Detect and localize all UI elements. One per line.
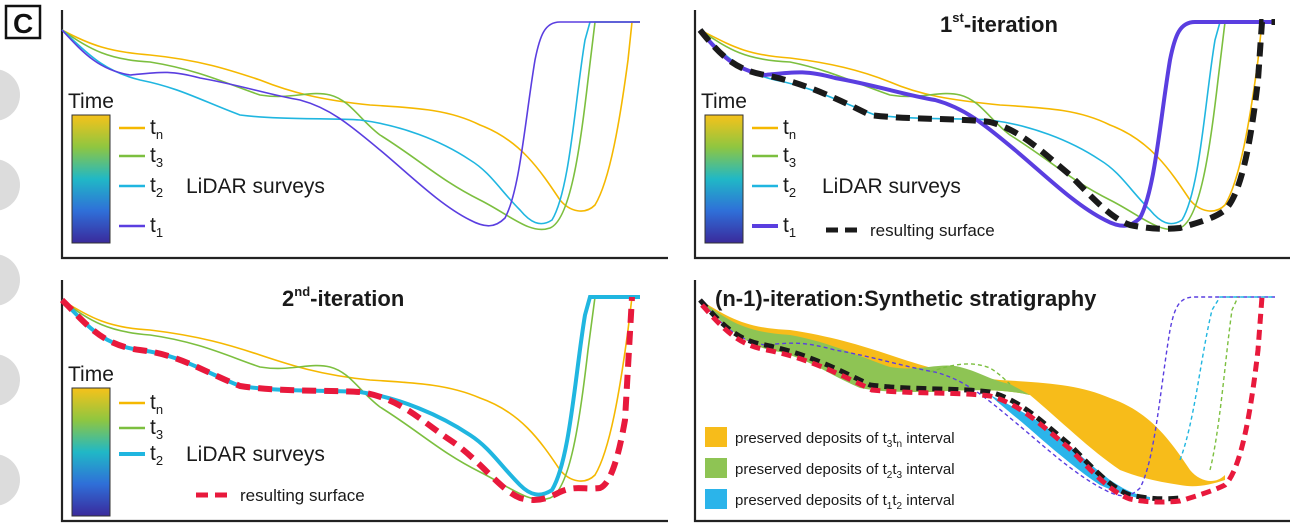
p4-legend-t3-interval: preserved deposits of t2t3 interval <box>735 461 955 481</box>
p4-resulting-surface-black <box>698 298 1181 502</box>
p1-legend-t2: t2 <box>150 174 163 200</box>
p4-fill-tn-interval <box>700 300 1225 487</box>
p4-fill-t3-interval <box>700 300 1030 395</box>
panel-4-axes <box>693 280 1290 523</box>
p3-lidar-label: LiDAR surveys <box>186 443 325 466</box>
panel-letter-box: C <box>4 4 42 40</box>
p3-title: 2nd-iteration <box>282 284 404 311</box>
p2-lidar-label: LiDAR surveys <box>822 175 961 198</box>
p4-dashed-t3 <box>929 296 1239 471</box>
p2-resulting-surface <box>697 19 1275 232</box>
p2-legend-t3: t3 <box>783 144 796 170</box>
p2-legend-t2: t2 <box>783 174 796 200</box>
panel-4: (n-1)-iteration:Synthetic stratigraphy p… <box>693 280 1290 523</box>
p3-curve-t3 <box>61 296 640 501</box>
p4-legend-swatch-tn <box>705 427 727 447</box>
p3-resulting-label: resulting surface <box>240 486 365 505</box>
p3-curve-tn <box>61 296 640 482</box>
p1-legend-t1: t1 <box>150 214 163 240</box>
panel-1: Time tn t3 t2 LiDAR surveys t1 <box>60 10 668 260</box>
panel-3: 2nd-iteration Time tn t3 t2 LiDAR survey… <box>59 280 668 523</box>
p1-lidar-label: LiDAR surveys <box>186 175 325 198</box>
p3-resulting-surface <box>59 296 635 503</box>
p4-legend-tn-interval: preserved deposits of t3tn interval <box>735 430 955 450</box>
p1-curve-t1 <box>61 21 640 227</box>
p4-dashed-t2 <box>1179 296 1275 461</box>
panel-letter: C <box>13 8 33 39</box>
p1-time-label: Time <box>68 90 114 113</box>
p1-curve-t3 <box>61 21 640 231</box>
p1-curve-tn <box>61 21 640 212</box>
p1-time-colorbar <box>71 114 111 244</box>
panel-1-axes <box>60 10 668 260</box>
p2-curve-tn <box>699 21 1275 212</box>
panel-2-axes <box>693 10 1290 260</box>
p4-legend-swatch-t3 <box>705 458 727 478</box>
p2-legend-t1: t1 <box>783 214 796 240</box>
p2-time-colorbar <box>704 114 744 244</box>
p2-title: 1st-iteration <box>940 10 1058 37</box>
p3-time-label: Time <box>68 363 114 386</box>
p3-legend-t2: t2 <box>150 442 163 468</box>
p4-title: (n-1)-iteration:Synthetic stratigraphy <box>715 286 1097 311</box>
p3-legend-t3: t3 <box>150 416 163 442</box>
p1-curve-t2 <box>61 21 640 225</box>
p2-curve-t3 <box>699 21 1275 231</box>
p4-legend-swatch-t2 <box>705 489 727 509</box>
p2-curve-t1-bold <box>698 20 1275 228</box>
panel-3-axes <box>60 280 668 523</box>
p3-legend-tn: tn <box>150 391 163 417</box>
panel-2: 1st-iteration Time tn t3 t2 LiDAR survey… <box>693 10 1290 260</box>
p2-legend-tn: tn <box>783 116 796 142</box>
p4-dashed-t1 <box>699 296 1275 497</box>
p2-time-label: Time <box>701 90 747 113</box>
p1-legend-t3: t3 <box>150 144 163 170</box>
p3-curve-t2-bold <box>60 295 640 497</box>
left-edge-decoration <box>0 69 20 506</box>
p2-resulting-label: resulting surface <box>870 221 995 240</box>
p3-time-colorbar <box>71 387 111 517</box>
p1-legend-tn: tn <box>150 116 163 142</box>
p4-legend-t2-interval: preserved deposits of t1t2 interval <box>735 492 955 512</box>
p4-resulting-surface-red <box>700 296 1265 505</box>
